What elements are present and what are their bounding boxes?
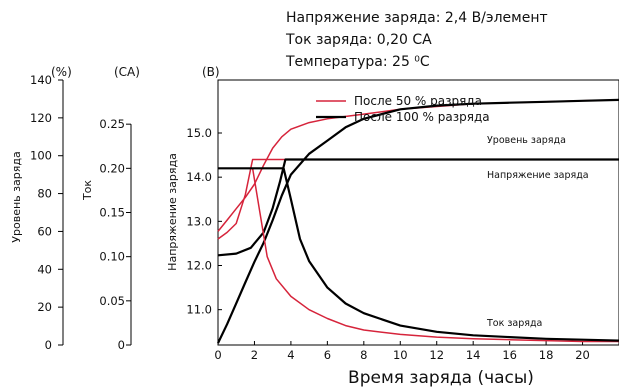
current-tick-label: 0.20 bbox=[99, 161, 125, 175]
x-tick-label: 20 bbox=[575, 348, 590, 362]
voltage-tick-label: 12.0 bbox=[186, 259, 212, 273]
condition-voltage: Напряжение заряда: 2,4 В/элемент bbox=[286, 10, 548, 26]
x-tick-label: 0 bbox=[214, 348, 221, 362]
condition-current: Ток заряда: 0,20 CA bbox=[285, 32, 432, 48]
x-tick-label: 18 bbox=[539, 348, 554, 362]
percent-tick-label: 140 bbox=[30, 73, 52, 87]
after-100-charge-current-line bbox=[218, 167, 619, 342]
percent-axis-unit: (%) bbox=[51, 65, 72, 79]
current-axis-unit: (CA) bbox=[114, 65, 140, 79]
x-tick-label: 16 bbox=[502, 348, 517, 362]
current-axis-label: Ток bbox=[81, 180, 94, 201]
percent-axis-label: Уровень заряда bbox=[10, 151, 23, 242]
x-tick-label: 8 bbox=[360, 348, 367, 362]
condition-temperature: Температура: 25 ⁰C bbox=[285, 54, 430, 70]
legend-label-after-100: После 100 % разряда bbox=[354, 110, 490, 124]
voltage-tick-label: 15.0 bbox=[186, 126, 212, 140]
voltage-tick-label: 11.0 bbox=[186, 303, 212, 317]
percent-tick-label: 60 bbox=[37, 224, 52, 238]
x-tick-label: 10 bbox=[393, 348, 408, 362]
percent-tick-label: 40 bbox=[37, 262, 52, 276]
x-tick-label: 6 bbox=[324, 348, 331, 362]
x-axis-label: Время заряда (часы) bbox=[348, 368, 534, 388]
current-tick-label: 0.10 bbox=[99, 250, 125, 264]
annotation-charge-voltage: Напряжение заряда bbox=[487, 170, 589, 181]
voltage-tick-label: 14.0 bbox=[186, 170, 212, 184]
voltage-axis-label: Напряжение заряда bbox=[166, 153, 179, 271]
current-tick-label: 0 bbox=[118, 338, 125, 352]
current-tick-label: 0.25 bbox=[99, 117, 125, 131]
current-tick-label: 0.05 bbox=[99, 294, 125, 308]
after-100-charge-level-line bbox=[217, 98, 619, 344]
voltage-tick-label: 13.0 bbox=[186, 214, 212, 228]
annotation-charge-level: Уровень заряда bbox=[487, 135, 566, 146]
percent-tick-label: 20 bbox=[37, 300, 52, 314]
percent-tick-label: 120 bbox=[30, 111, 52, 125]
plot-frame bbox=[217, 79, 619, 346]
x-tick-label: 2 bbox=[251, 348, 258, 362]
after-50-charge-current-line bbox=[218, 167, 619, 343]
x-tick-label: 12 bbox=[429, 348, 444, 362]
percent-tick-label: 100 bbox=[30, 149, 52, 163]
current-tick-label: 0.15 bbox=[99, 206, 125, 220]
percent-tick-label: 80 bbox=[37, 187, 52, 201]
x-tick-label: 4 bbox=[287, 348, 294, 362]
voltage-axis-unit: (В) bbox=[202, 65, 220, 79]
x-tick-label: 14 bbox=[466, 348, 481, 362]
percent-tick-label: 0 bbox=[45, 338, 52, 352]
legend-label-after-50: После 50 % разряда bbox=[354, 94, 482, 108]
annotation-charge-current: Ток заряда bbox=[486, 318, 542, 329]
after-100-charge-voltage-line bbox=[217, 158, 619, 257]
